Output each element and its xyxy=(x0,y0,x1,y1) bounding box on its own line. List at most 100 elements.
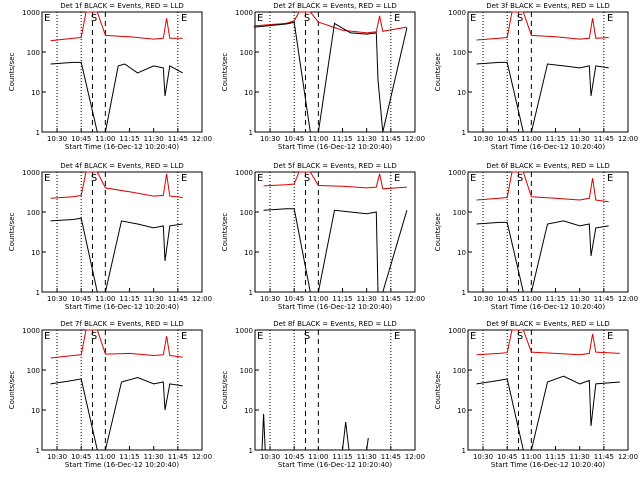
panel-title: Det 9f BLACK = Events, RED = LLD xyxy=(486,320,609,328)
x-tick-label: 12:00 xyxy=(192,135,212,143)
x-tick-label: 11:30 xyxy=(144,453,164,461)
x-tick-label: 11:15 xyxy=(332,135,352,143)
x-tick-label: 11:00 xyxy=(521,135,541,143)
detector-panel: Det 8f BLACK = Events, RED = LLD E S E 1 10 10… xyxy=(221,320,425,469)
plot-frame xyxy=(41,171,203,293)
lld-series-line xyxy=(476,171,609,203)
plot-frame xyxy=(467,11,629,133)
plot-frame xyxy=(41,329,203,451)
x-tick-label: 11:30 xyxy=(357,295,377,303)
x-tick-label: 11:15 xyxy=(119,295,139,303)
event-marker-label: E xyxy=(607,13,613,24)
y-tick-label: 10 xyxy=(244,89,253,97)
x-tick-label: 10:30 xyxy=(47,453,67,461)
x-tick-label: 12:00 xyxy=(192,453,212,461)
event-marker-label: E xyxy=(257,173,263,184)
lld-series-line xyxy=(476,11,609,41)
event-marker-label: S xyxy=(91,173,97,184)
y-tick-label: 1 xyxy=(36,289,40,297)
y-tick-label: 100 xyxy=(240,367,253,375)
x-tick-label: 11:00 xyxy=(95,135,115,143)
y-tick-label: 1 xyxy=(462,129,466,137)
y-tick-label: 1000 xyxy=(448,327,466,335)
y-tick-label: 1000 xyxy=(448,169,466,177)
x-tick-label: 11:30 xyxy=(144,295,164,303)
events-series-line xyxy=(476,220,609,293)
y-tick-label: 1 xyxy=(462,289,466,297)
event-marker-label: S xyxy=(304,331,310,342)
event-marker-label: S xyxy=(304,173,310,184)
x-tick-label: 12:00 xyxy=(192,295,212,303)
event-marker-label: E xyxy=(470,13,476,24)
y-tick-label: 1 xyxy=(249,129,253,137)
event-marker-label: E xyxy=(181,173,187,184)
event-marker-label: E xyxy=(181,331,187,342)
detector-panel: Det 3f BLACK = Events, RED = LLD E S E 1 10 10… xyxy=(434,2,638,151)
plot-frame xyxy=(254,171,416,293)
x-tick-label: 11:45 xyxy=(168,453,188,461)
x-tick-label: 11:30 xyxy=(570,453,590,461)
event-marker-label: S xyxy=(91,331,97,342)
y-tick-label: 100 xyxy=(453,49,466,57)
x-tick-label: 11:00 xyxy=(95,453,115,461)
event-marker-label: E xyxy=(470,331,476,342)
detector-panel: Det 5f BLACK = Events, RED = LLD E S E 1 10 10… xyxy=(221,162,425,311)
y-tick-label: 10 xyxy=(457,249,466,257)
x-tick-label: 11:00 xyxy=(521,295,541,303)
x-axis-label: Start Time (16-Dec-12 10:20:40) xyxy=(491,303,605,311)
x-tick-label: 11:30 xyxy=(357,135,377,143)
y-axis-label: Counts/sec xyxy=(221,213,229,252)
y-tick-label: 1000 xyxy=(235,169,253,177)
plot-frame xyxy=(467,171,629,293)
lld-series-line xyxy=(50,11,183,42)
event-marker-label: E xyxy=(607,173,613,184)
y-tick-label: 100 xyxy=(27,49,40,57)
y-tick-label: 10 xyxy=(457,407,466,415)
y-tick-label: 1000 xyxy=(235,9,253,17)
x-tick-label: 10:30 xyxy=(260,295,280,303)
lld-series-line xyxy=(50,171,183,199)
x-tick-label: 11:30 xyxy=(144,135,164,143)
event-marker-label: E xyxy=(394,173,400,184)
y-tick-label: 10 xyxy=(457,89,466,97)
x-tick-label: 11:45 xyxy=(168,135,188,143)
x-tick-label: 11:00 xyxy=(308,295,328,303)
y-tick-label: 10 xyxy=(31,89,40,97)
events-series-line xyxy=(50,61,183,133)
panel-title: Det 4f BLACK = Events, RED = LLD xyxy=(60,162,183,170)
y-axis-label: Counts/sec xyxy=(8,53,16,92)
x-tick-label: 11:30 xyxy=(570,295,590,303)
event-marker-label: E xyxy=(257,331,263,342)
x-tick-label: 10:45 xyxy=(497,135,517,143)
x-tick-label: 10:45 xyxy=(284,453,304,461)
x-tick-label: 11:15 xyxy=(332,453,352,461)
lld-series-line xyxy=(253,11,407,34)
event-marker-label: E xyxy=(181,13,187,24)
detector-panel: Det 2f BLACK = Events, RED = LLD E S E 1 10 10… xyxy=(221,2,425,151)
x-tick-label: 11:30 xyxy=(570,135,590,143)
y-tick-label: 100 xyxy=(240,49,253,57)
x-axis-label: Start Time (16-Dec-12 10:20:40) xyxy=(491,461,605,469)
y-axis-label: Counts/sec xyxy=(434,213,442,252)
event-marker-label: S xyxy=(517,13,523,24)
plot-frame xyxy=(41,11,203,133)
x-tick-label: 11:15 xyxy=(545,135,565,143)
x-tick-label: 10:45 xyxy=(71,135,91,143)
events-series-line xyxy=(261,413,369,451)
x-tick-label: 11:45 xyxy=(594,453,614,461)
x-tick-label: 12:00 xyxy=(405,453,425,461)
x-tick-label: 11:15 xyxy=(332,295,352,303)
y-axis-label: Counts/sec xyxy=(434,53,442,92)
x-tick-label: 11:15 xyxy=(545,295,565,303)
event-marker-label: E xyxy=(607,331,613,342)
event-marker-label: S xyxy=(517,331,523,342)
panel-title: Det 2f BLACK = Events, RED = LLD xyxy=(273,2,396,10)
y-tick-label: 100 xyxy=(27,367,40,375)
x-axis-label: Start Time (16-Dec-12 10:20:40) xyxy=(278,303,392,311)
events-series-line xyxy=(476,375,620,451)
x-tick-label: 12:00 xyxy=(618,453,638,461)
event-marker-label: S xyxy=(304,13,310,24)
event-marker-label: S xyxy=(517,173,523,184)
y-tick-label: 100 xyxy=(240,209,253,217)
y-tick-label: 1000 xyxy=(22,9,40,17)
